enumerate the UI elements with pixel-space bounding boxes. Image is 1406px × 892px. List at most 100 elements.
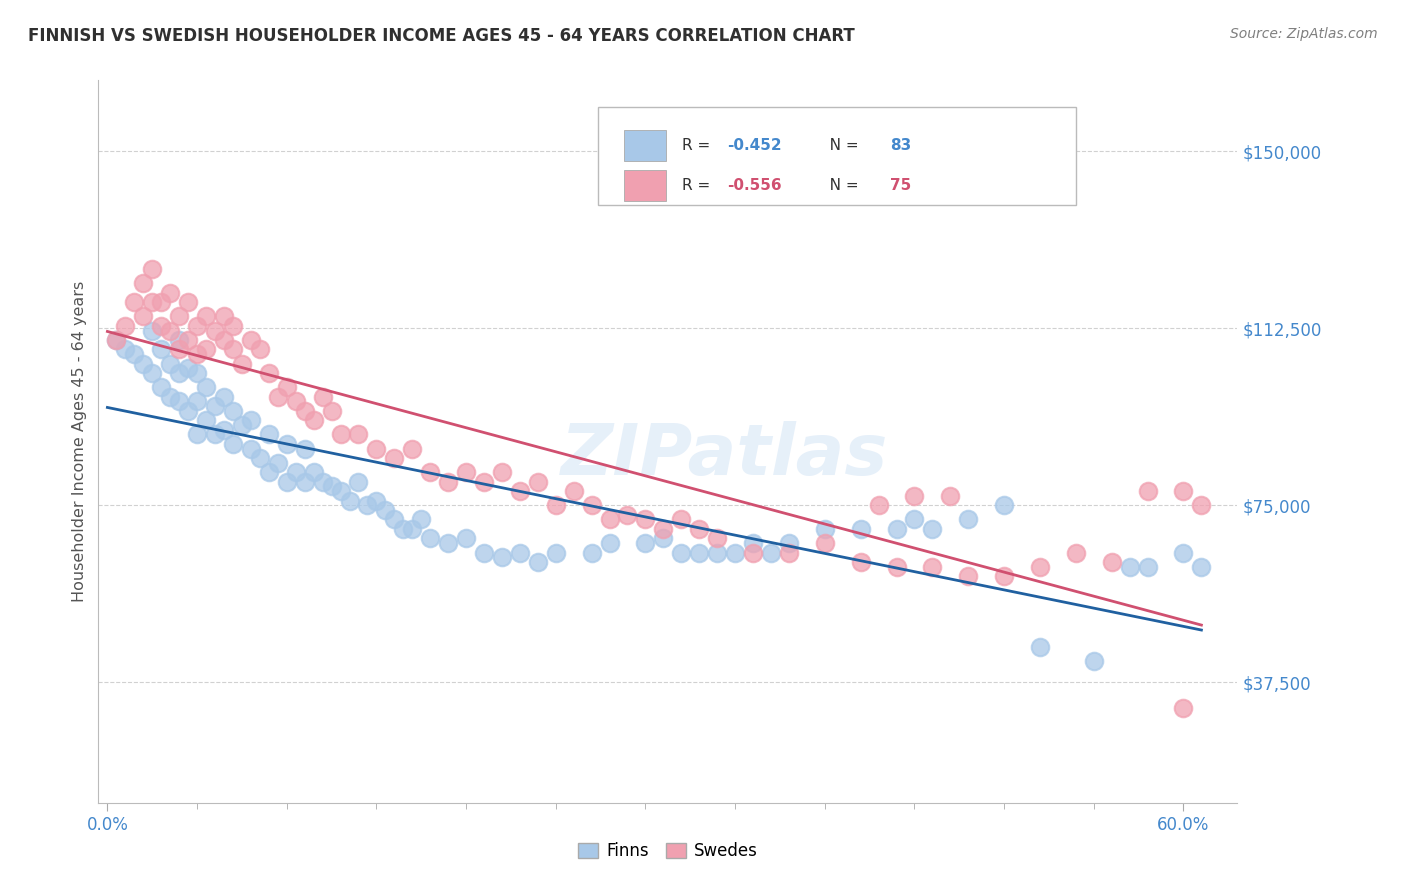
Point (401, 522, 423, 536)
Point (204, 324, 226, 338)
Point (509, 484, 531, 499)
Point (222, 318, 245, 333)
Point (167, 333, 190, 347)
Point (105, 333, 128, 347)
Text: -0.452: -0.452 (727, 138, 782, 153)
Point (195, 310, 218, 324)
Point (993, 498, 1015, 512)
Point (903, 489, 925, 503)
Point (374, 503, 396, 517)
Point (491, 465, 513, 479)
Point (132, 357, 155, 371)
Point (634, 512, 657, 526)
Point (222, 343, 245, 357)
Point (321, 479, 343, 493)
Point (392, 522, 415, 536)
Text: R =: R = (682, 178, 716, 193)
Point (1101, 555, 1123, 569)
Point (706, 545, 728, 559)
Point (204, 427, 226, 442)
Point (132, 277, 155, 291)
Point (1083, 654, 1105, 668)
Point (249, 451, 271, 466)
Point (141, 366, 163, 380)
Point (177, 333, 200, 347)
Point (527, 555, 550, 569)
Point (150, 343, 173, 357)
Point (544, 498, 567, 512)
Point (778, 545, 800, 559)
Point (212, 310, 235, 324)
Point (311, 390, 333, 404)
Point (276, 475, 298, 489)
Point (1189, 559, 1212, 574)
Point (177, 404, 200, 418)
Point (671, 545, 693, 559)
Point (1029, 640, 1052, 654)
Point (1173, 701, 1195, 715)
Point (454, 532, 477, 546)
Point (921, 522, 943, 536)
Point (491, 550, 513, 565)
Point (257, 427, 280, 442)
Point (1189, 498, 1212, 512)
Y-axis label: Householder Income Ages 45 - 64 years: Householder Income Ages 45 - 64 years (72, 281, 87, 602)
Point (706, 532, 728, 546)
Point (382, 512, 405, 526)
Point (778, 536, 800, 550)
Point (814, 536, 837, 550)
Point (249, 343, 271, 357)
Point (886, 559, 908, 574)
Point (159, 390, 181, 404)
Point (276, 437, 298, 451)
Point (276, 380, 298, 394)
Point (957, 569, 980, 583)
Point (212, 390, 235, 404)
Point (177, 295, 200, 310)
Point (1173, 545, 1195, 559)
Point (231, 357, 253, 371)
Point (195, 413, 218, 427)
Point (239, 333, 262, 347)
Point (141, 262, 163, 277)
Point (886, 522, 908, 536)
Point (652, 522, 675, 536)
Point (195, 380, 218, 394)
Point (186, 347, 208, 361)
Point (849, 522, 872, 536)
Point (186, 394, 208, 409)
Point (921, 559, 943, 574)
Point (311, 475, 333, 489)
Point (231, 417, 253, 432)
Point (141, 324, 163, 338)
Point (939, 489, 962, 503)
Point (1064, 545, 1087, 559)
Point (159, 324, 181, 338)
Text: N =: N = (815, 178, 863, 193)
Point (257, 465, 280, 479)
Point (294, 475, 316, 489)
Point (212, 423, 235, 437)
Point (599, 536, 621, 550)
Text: R =: R = (682, 138, 716, 153)
Point (1173, 484, 1195, 499)
Point (454, 465, 477, 479)
Point (1136, 484, 1159, 499)
Point (957, 512, 980, 526)
Point (903, 512, 925, 526)
Point (186, 427, 208, 442)
Point (419, 532, 441, 546)
Point (1029, 559, 1052, 574)
Point (671, 512, 693, 526)
Point (544, 545, 567, 559)
Point (814, 522, 837, 536)
Point (1118, 559, 1140, 574)
Point (472, 545, 495, 559)
Point (167, 310, 190, 324)
Point (401, 442, 423, 456)
Point (581, 545, 603, 559)
Point (599, 512, 621, 526)
Point (347, 475, 370, 489)
Point (284, 394, 307, 409)
Point (339, 493, 361, 508)
